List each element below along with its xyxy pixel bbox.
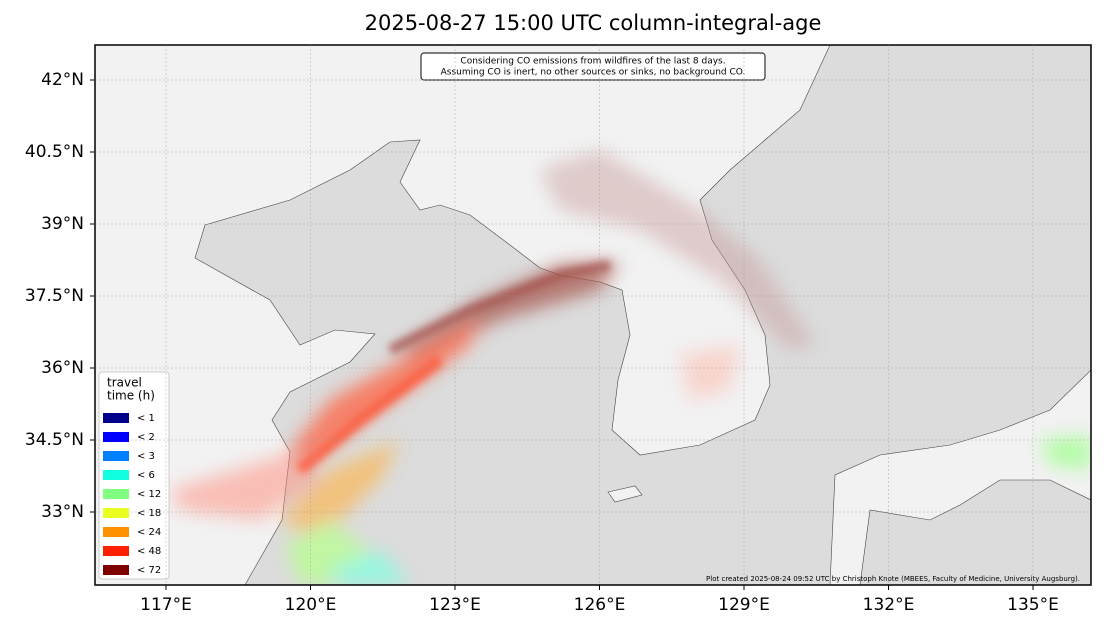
lat-label: 33°N	[41, 502, 84, 522]
legend-label: < 48	[137, 546, 161, 557]
legend-swatch	[103, 432, 129, 442]
land-tsushima	[607, 485, 643, 503]
legend-label: < 72	[137, 565, 161, 576]
legend-label: < 2	[137, 432, 155, 443]
legend-title: time (h)	[107, 389, 155, 403]
lon-label: 135°E	[1007, 595, 1059, 615]
lat-label: 37.5°N	[25, 286, 84, 306]
legend-label: < 12	[137, 489, 161, 500]
map-title: 2025-08-27 15:00 UTC column-integral-age	[365, 11, 822, 35]
legend-swatch	[103, 489, 129, 499]
legend-label: < 18	[137, 508, 161, 519]
legend-label: < 1	[137, 413, 155, 424]
credit: Plot created 2025-08-24 09:52 UTC by Chr…	[706, 575, 1080, 583]
legend-swatch	[103, 451, 129, 461]
lat-label: 34.5°N	[25, 430, 84, 450]
lon-label: 129°E	[718, 595, 770, 615]
legend-label: < 24	[137, 527, 161, 538]
legend-label: < 3	[137, 451, 155, 462]
legend-swatch	[103, 413, 129, 423]
co-plume	[170, 150, 1091, 585]
lat-label: 40.5°N	[25, 142, 84, 162]
lon-label: 126°E	[574, 595, 626, 615]
lat-label: 39°N	[41, 214, 84, 234]
plume-core	[296, 260, 611, 475]
lat-label: 36°N	[41, 358, 84, 378]
legend-swatch	[103, 565, 129, 575]
map-area	[95, 45, 1091, 585]
lon-label: 120°E	[285, 595, 337, 615]
legend-swatch	[103, 527, 129, 537]
lon-label: 132°E	[863, 595, 915, 615]
lon-label: 123°E	[429, 595, 481, 615]
legend-label: < 6	[137, 470, 155, 481]
lon-label: 117°E	[140, 595, 192, 615]
legend-swatch	[103, 508, 129, 518]
plot-frame	[94, 44, 1092, 586]
note-line: Assuming CO is inert, no other sources o…	[441, 68, 746, 78]
legend-title: travel	[107, 376, 142, 390]
legend-swatch	[103, 546, 129, 556]
land-japan	[829, 369, 1091, 585]
legend-swatch	[103, 470, 129, 480]
lat-label: 42°N	[41, 70, 84, 90]
note-line: Considering CO emissions from wildfires …	[460, 57, 725, 67]
